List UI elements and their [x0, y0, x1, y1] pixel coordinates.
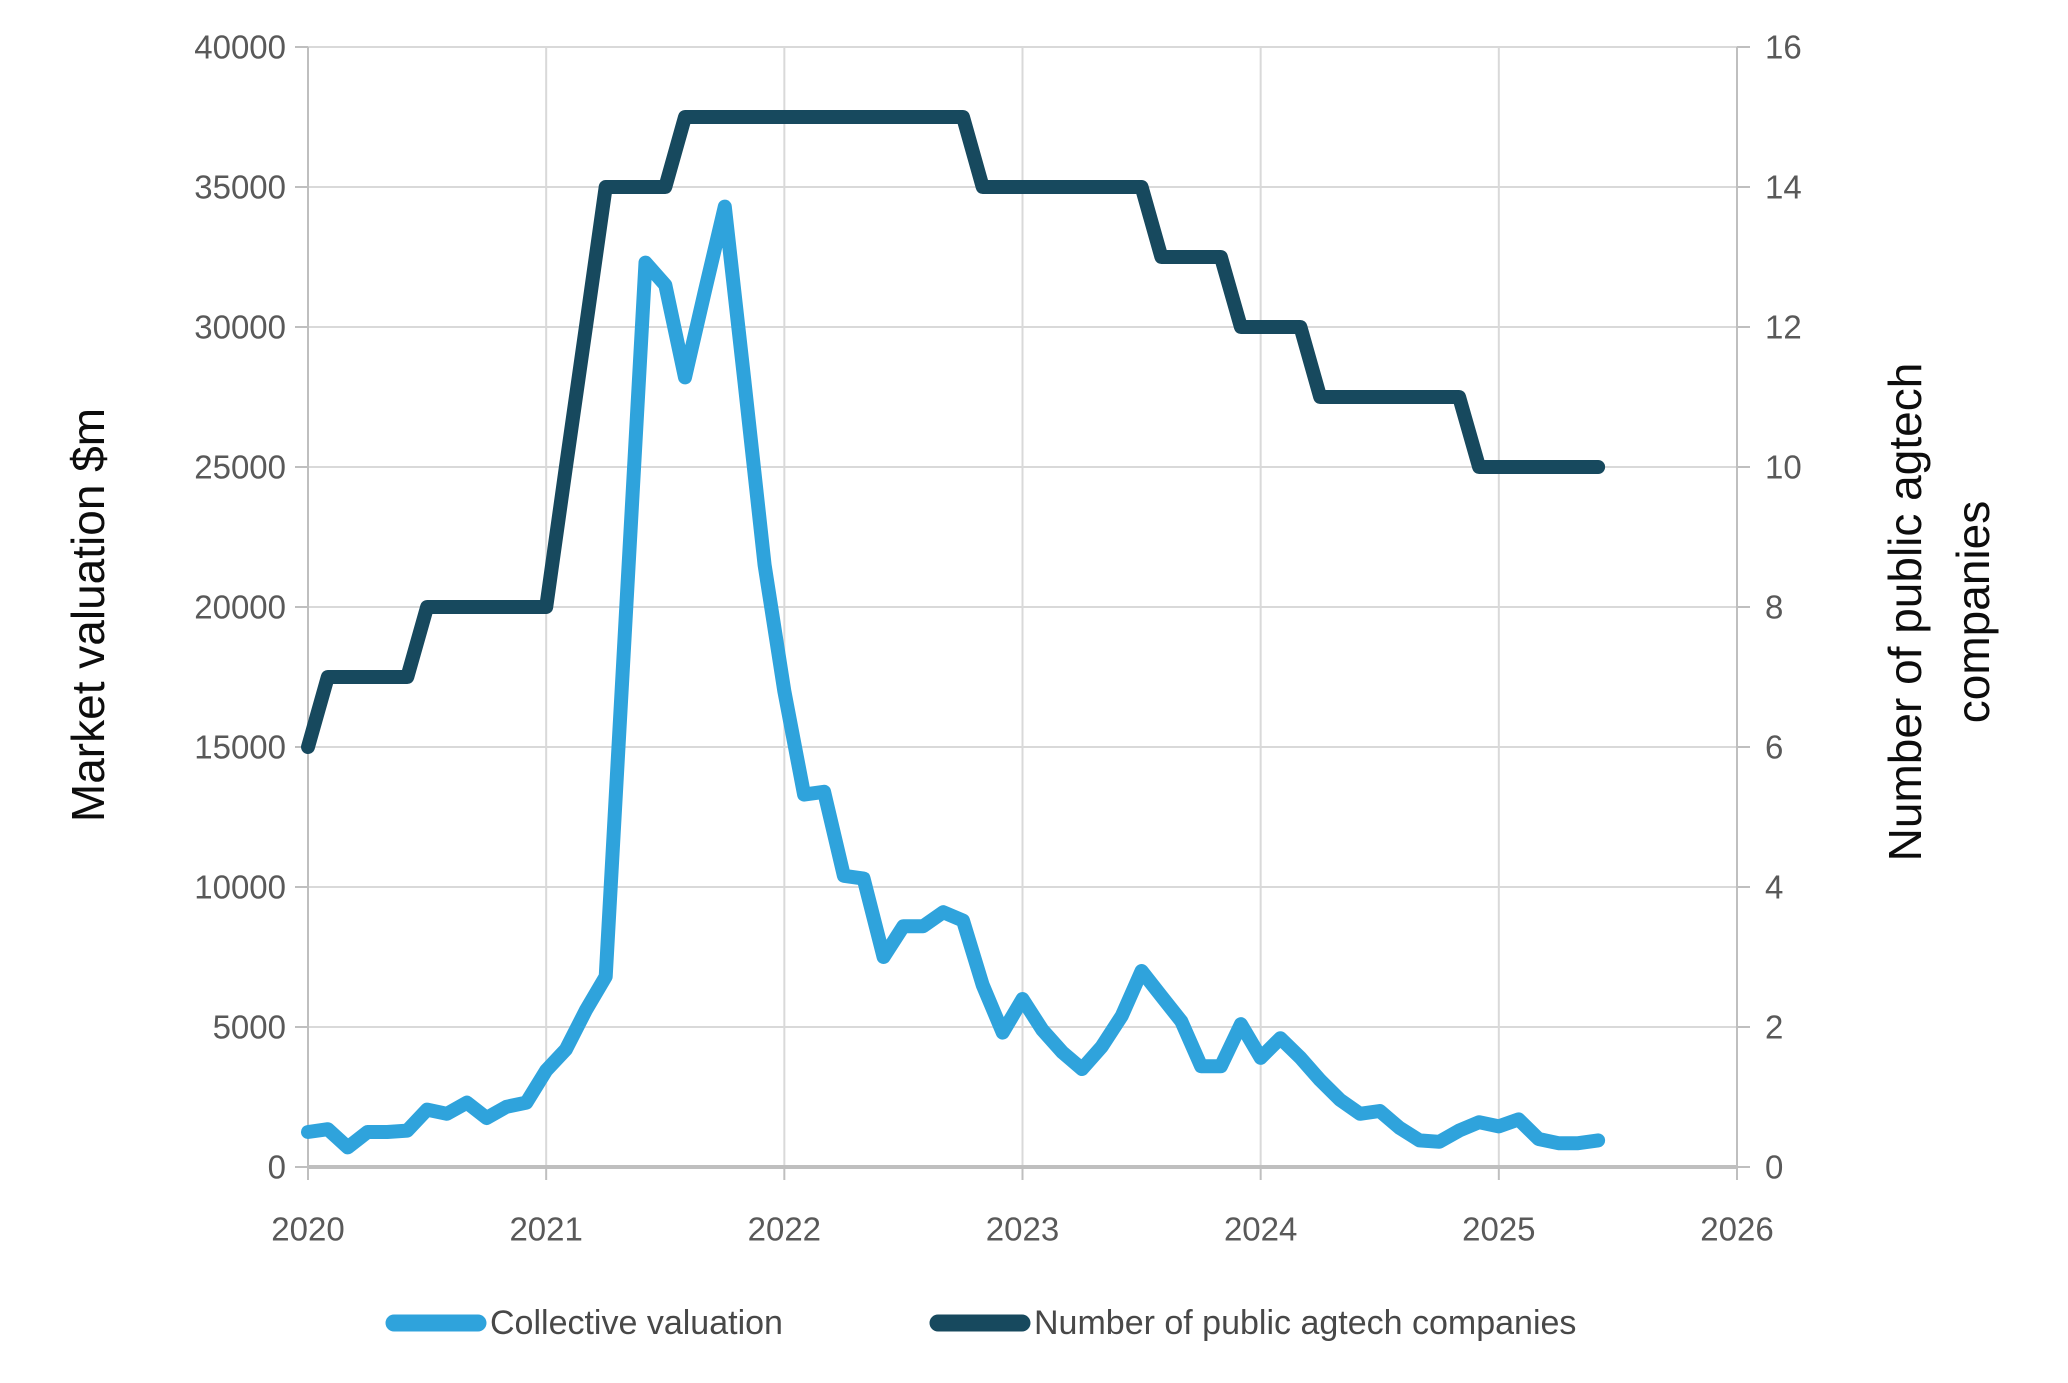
y-right-tick-label: 4 — [1765, 869, 1783, 906]
y-right-tick-label: 16 — [1765, 29, 1802, 66]
legend: Collective valuation Number of public ag… — [385, 1304, 1576, 1342]
y-left-tick-label: 25000 — [194, 449, 286, 486]
y-right-tick-label: 8 — [1765, 589, 1783, 626]
x-tick-label: 2023 — [986, 1211, 1059, 1248]
x-tick-label: 2025 — [1462, 1211, 1535, 1248]
y-right-tick-label: 10 — [1765, 449, 1802, 486]
x-tick-label: 2021 — [509, 1211, 582, 1248]
y-right-tick-label: 14 — [1765, 169, 1802, 206]
x-tick-label: 2026 — [1700, 1211, 1773, 1248]
y-left-tick-label: 0 — [268, 1149, 286, 1186]
series-line-companies — [301, 110, 1606, 754]
legend-label-companies: Number of public agtech companies — [1034, 1304, 1576, 1342]
y-right-axis-title-line2: companies — [1947, 501, 1999, 723]
y-right-tick-label: 2 — [1765, 1009, 1783, 1046]
y-left-tick-label: 5000 — [213, 1009, 286, 1046]
legend-label-collective-valuation: Collective valuation — [490, 1304, 783, 1342]
y-right-axis-title-line1: Number of public agtech — [1879, 363, 1931, 862]
y-left-axis-title: Market valuation $m — [62, 408, 114, 822]
y-left-tick-label: 15000 — [194, 729, 286, 766]
y-left-tick-label: 30000 — [194, 309, 286, 346]
y-right-tick-label: 0 — [1765, 1149, 1783, 1186]
series-line-collective-valuation — [301, 199, 1606, 1155]
plot-area: 0 5000 10000 15000 20000 25000 30000 35000 40000… — [194, 29, 1801, 1248]
y-left-tick-label: 35000 — [194, 169, 286, 206]
y-left-tick-label: 10000 — [194, 869, 286, 906]
x-tick-label: 2020 — [271, 1211, 344, 1248]
y-left-tick-label: 40000 — [194, 29, 286, 66]
y-right-tick-label: 12 — [1765, 309, 1802, 346]
y-left-tick-label: 20000 — [194, 589, 286, 626]
y-right-tick-label: 6 — [1765, 729, 1783, 766]
x-tick-label: 2024 — [1224, 1211, 1297, 1248]
x-tick-label: 2022 — [748, 1211, 821, 1248]
